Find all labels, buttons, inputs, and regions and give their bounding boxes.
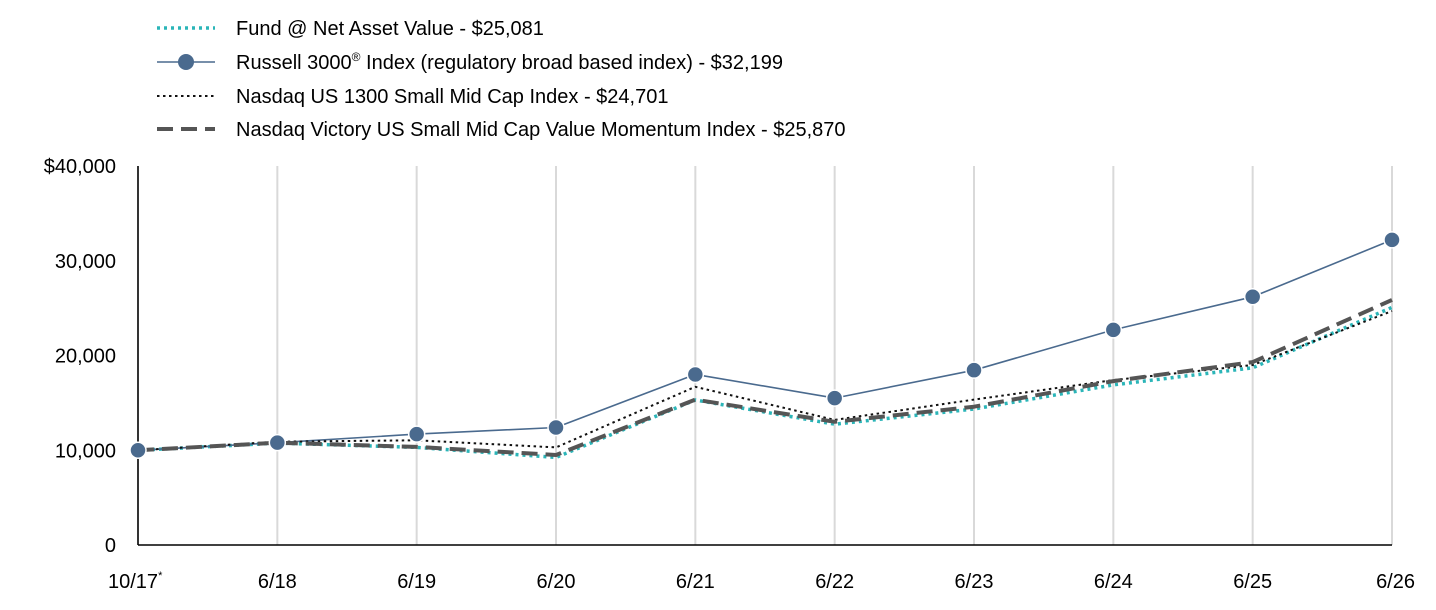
legend-item: Nasdaq US 1300 Small Mid Cap Index - $24… [157, 86, 668, 108]
series-line-4 [137, 298, 1393, 457]
series-2-point [129, 441, 147, 459]
series-2-point [1383, 231, 1401, 249]
y-tick-label: 20,000 [55, 346, 116, 368]
series-2-point [407, 425, 426, 443]
x-tick-label: 6/20 [537, 571, 576, 593]
legend-marker [178, 54, 194, 70]
y-tick-label: $40,000 [44, 156, 116, 178]
axes [137, 166, 1392, 546]
x-tick-label: 10/17* [108, 570, 163, 593]
y-tick-label: 10,000 [55, 440, 116, 462]
x-tick-label: 6/26 [1376, 571, 1415, 593]
x-tick-label: 6/25 [1233, 571, 1272, 593]
y-tick-label: 30,000 [55, 251, 116, 273]
series-2-point [1243, 288, 1262, 306]
legend-item: Russell 3000® Index (regulatory broad ba… [157, 50, 783, 74]
x-tick-label: 6/21 [676, 571, 715, 593]
series-lines [129, 231, 1401, 460]
legend: Fund @ Net Asset Value - $25,081 Russell … [157, 18, 846, 141]
series-2-point [686, 365, 705, 384]
legend-item: Nasdaq Victory US Small Mid Cap Value Mo… [157, 119, 846, 141]
x-tick-label: 6/22 [815, 571, 854, 593]
x-tick-label: 6/24 [1094, 571, 1133, 593]
x-tick-labels: 10/17* 6/18 6/19 6/20 6/21 6/22 6/23 6/24 6/25 6/… [108, 570, 1415, 593]
series-2-point [547, 418, 565, 437]
legend-label: Nasdaq Victory US Small Mid Cap Value Mo… [236, 119, 846, 141]
series-line-2 [137, 239, 1393, 452]
legend-label: Russell 3000® Index (regulatory broad ba… [236, 50, 783, 74]
series-2-point [268, 433, 287, 452]
x-tick-label: 6/18 [258, 571, 297, 593]
series-2-point [825, 389, 844, 407]
x-tick-label: 6/19 [397, 571, 436, 593]
legend-label: Fund @ Net Asset Value - $25,081 [236, 18, 544, 40]
series-line-3 [137, 310, 1393, 452]
y-tick-labels: 0 10,000 20,000 30,000 $40,000 [44, 156, 116, 557]
series-line-1 [137, 305, 1393, 460]
x-tick-label: 6/23 [955, 571, 994, 593]
series-2-point [965, 361, 983, 379]
legend-label: Nasdaq US 1300 Small Mid Cap Index - $24… [236, 86, 668, 108]
legend-item: Fund @ Net Asset Value - $25,081 [157, 18, 544, 40]
y-tick-label: 0 [105, 535, 116, 557]
gridlines [276, 166, 1393, 545]
series-2-point [1104, 321, 1123, 339]
